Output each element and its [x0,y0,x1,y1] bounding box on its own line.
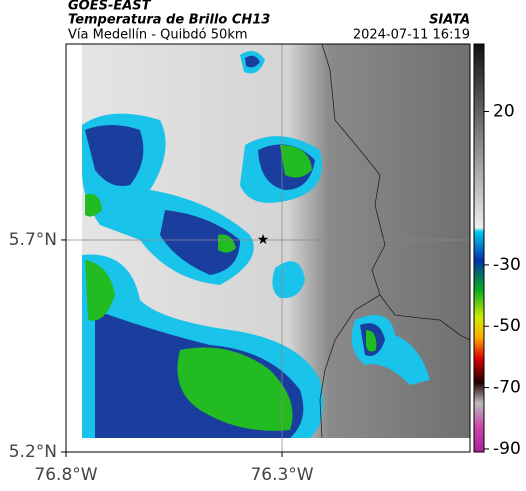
source: SIATA [429,13,470,28]
satellite-image: ★ [66,44,470,452]
svg-text:★: ★ [257,232,270,248]
y-tick-label: 5.7°N [9,230,57,250]
subtitle: Temperatura de Brillo CH13 [68,13,270,28]
y-tick-label: 5.2°N [9,442,57,462]
colorbar-tick-label: -30 [493,255,521,275]
x-tick-label: 76.8°W [34,465,97,485]
title: GOES-EAST [68,0,152,14]
colorbar-tick-label: -50 [493,316,521,336]
timestamp: 2024-07-11 16:19 [353,28,470,43]
map-frame [65,43,471,453]
colorbar-tick-label: 20 [493,101,515,121]
route: Vía Medellín - Quibdó 50km [68,28,248,43]
colorbar-tick-label: -70 [493,378,521,398]
colorbar-tick-label: -90 [493,439,521,459]
x-tick-label: 76.3°W [250,465,313,485]
colorbar [473,43,485,453]
